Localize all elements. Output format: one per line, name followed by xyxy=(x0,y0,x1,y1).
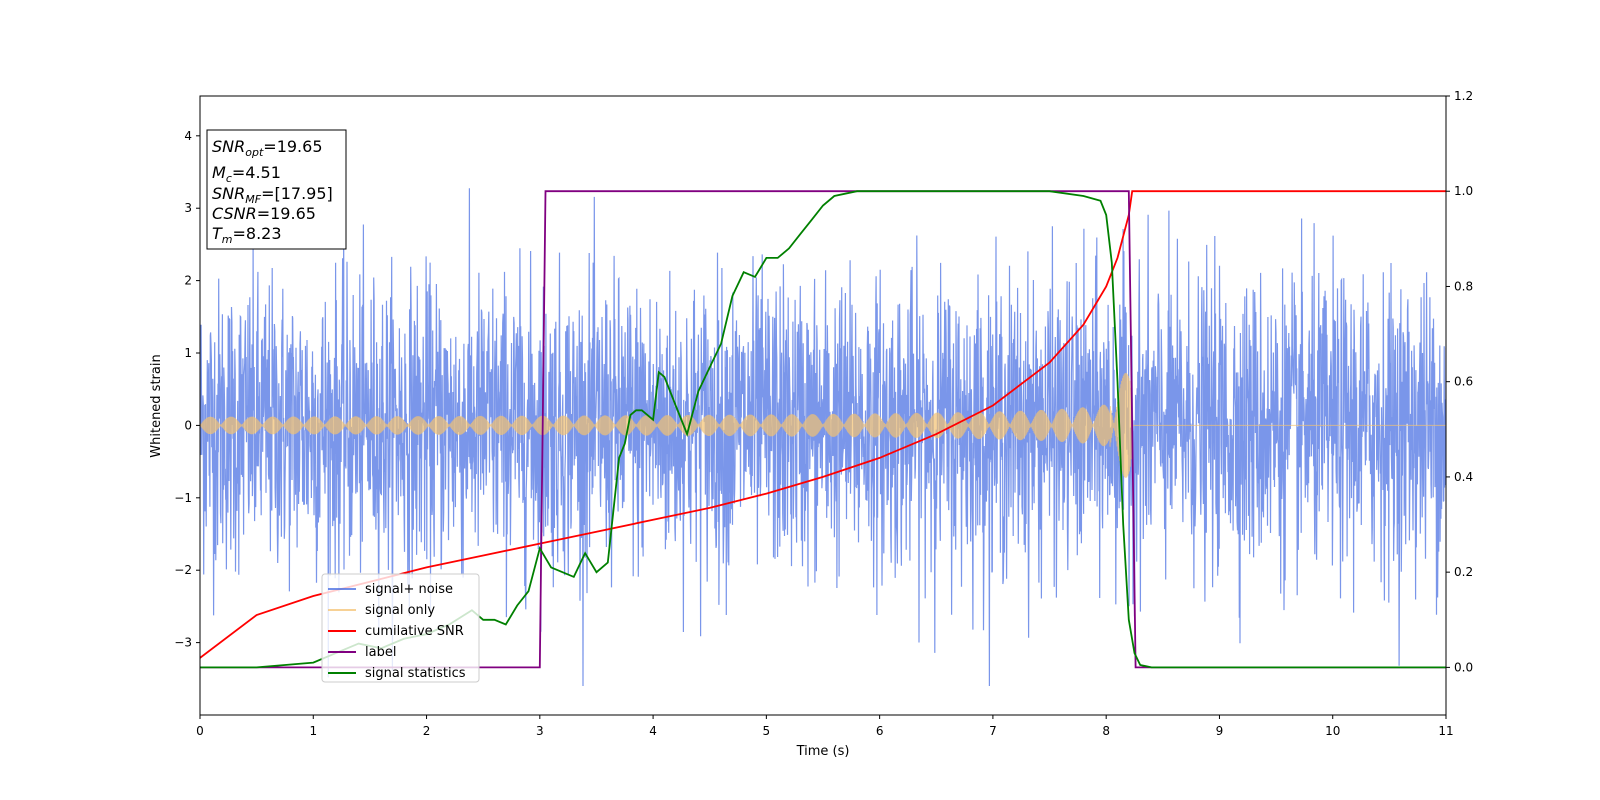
mc-text: Mc=4.51 xyxy=(212,163,281,185)
y-tick-label: 4 xyxy=(184,129,192,143)
y-axis-left: 4 3 2 1 0 −1 −2 −3 xyxy=(174,129,200,650)
y-tick-label: 1 xyxy=(184,346,192,360)
y-right-tick-label: 0.2 xyxy=(1454,565,1473,579)
y-right-tick-label: 1.2 xyxy=(1454,89,1473,103)
x-tick-label: 2 xyxy=(423,724,431,738)
x-axis-label: Time (s) xyxy=(796,744,850,759)
tm-text: Tm=8.23 xyxy=(212,224,282,246)
x-tick-label: 3 xyxy=(536,724,544,738)
signal-only-line xyxy=(200,372,1446,478)
legend-label: signal statistics xyxy=(365,666,466,681)
snr-opt-text: SNRopt=19.65 xyxy=(212,137,323,159)
y-tick-label: 0 xyxy=(184,418,192,432)
annotation-box: SNRopt=19.65 Mc=4.51 SNRMF=[17.95] CSNR=… xyxy=(206,129,347,250)
y-tick-label: 3 xyxy=(184,201,192,215)
x-tick-label: 10 xyxy=(1325,724,1340,738)
signal-statistics-line xyxy=(200,190,1446,669)
x-tick-label: 6 xyxy=(876,724,884,738)
y-tick-label: 2 xyxy=(184,274,192,288)
legend-label: label xyxy=(365,645,396,660)
x-tick-label: 9 xyxy=(1216,724,1224,738)
x-tick-label: 5 xyxy=(763,724,771,738)
y-right-tick-label: 1.0 xyxy=(1454,184,1473,198)
x-tick-label: 4 xyxy=(649,724,657,738)
plot-frame xyxy=(199,95,1447,716)
y-right-tick-label: 0.8 xyxy=(1454,279,1473,293)
snr-mf-text: SNRMF=[17.95] xyxy=(212,184,333,206)
x-tick-label: 0 xyxy=(196,724,204,738)
legend-frame xyxy=(321,573,480,683)
cumulative-snr-line xyxy=(200,190,1446,659)
signal-noise-line xyxy=(200,188,1446,687)
x-tick-label: 8 xyxy=(1102,724,1110,738)
x-tick-label: 7 xyxy=(989,724,997,738)
legend-label: signal only xyxy=(365,603,435,618)
plot-area xyxy=(200,188,1446,687)
y-tick-label: −2 xyxy=(174,563,192,577)
y-right-tick-label: 0.4 xyxy=(1454,470,1473,484)
y-tick-label: −1 xyxy=(174,491,192,505)
y-right-tick-label: 0.6 xyxy=(1454,375,1473,389)
x-axis: 0 1 2 3 4 5 6 7 8 9 10 11 xyxy=(196,715,1454,738)
x-tick-label: 1 xyxy=(309,724,317,738)
legend: signal+ noise signal only cumilative SNR la… xyxy=(321,573,480,683)
y-axis-right: 1.2 1.0 0.8 0.6 0.4 0.2 0.0 xyxy=(1446,89,1473,674)
y-right-tick-label: 0.0 xyxy=(1454,660,1473,674)
x-tick-label: 11 xyxy=(1438,724,1453,738)
y-tick-label: −3 xyxy=(174,636,192,650)
csnr-text: CSNR=19.65 xyxy=(212,204,316,223)
legend-label: signal+ noise xyxy=(365,582,453,597)
legend-label: cumilative SNR xyxy=(365,624,464,639)
y-axis-label: Whitened strain xyxy=(149,354,164,457)
